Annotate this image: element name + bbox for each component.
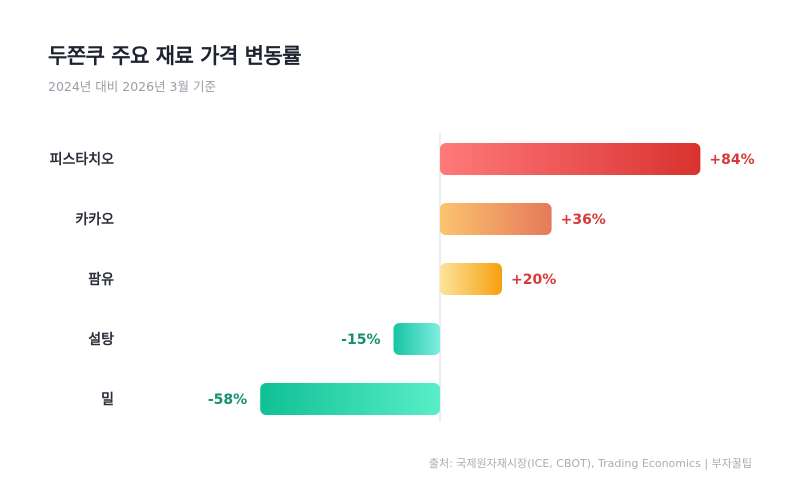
source-note: 출처: 국제원자재시장(ICE, CBOT), Trading Economic…	[428, 457, 752, 470]
value-label: +36%	[561, 212, 606, 228]
bars-group: 피스타치오 +84% 카카오 +36% 팜유 +20% 설탕 -15% 밀 -58%	[50, 143, 755, 415]
value-label: +20%	[511, 272, 556, 288]
bar	[440, 263, 502, 295]
bar	[440, 203, 552, 235]
category-label: 팜유	[88, 271, 114, 288]
bar	[440, 143, 701, 175]
value-label: -58%	[208, 392, 247, 408]
value-label: -15%	[341, 332, 380, 348]
chart-title: 두쫀쿠 주요 재료 가격 변동률	[48, 44, 302, 68]
bar	[260, 383, 440, 415]
category-label: 카카오	[75, 212, 114, 228]
category-label: 피스타치오	[50, 152, 115, 168]
value-label: +84%	[709, 152, 754, 168]
category-label: 밀	[101, 392, 114, 408]
category-label: 설탕	[88, 331, 114, 348]
chart-subtitle: 2024년 대비 2026년 3월 기준	[48, 79, 216, 94]
bar	[393, 323, 440, 355]
